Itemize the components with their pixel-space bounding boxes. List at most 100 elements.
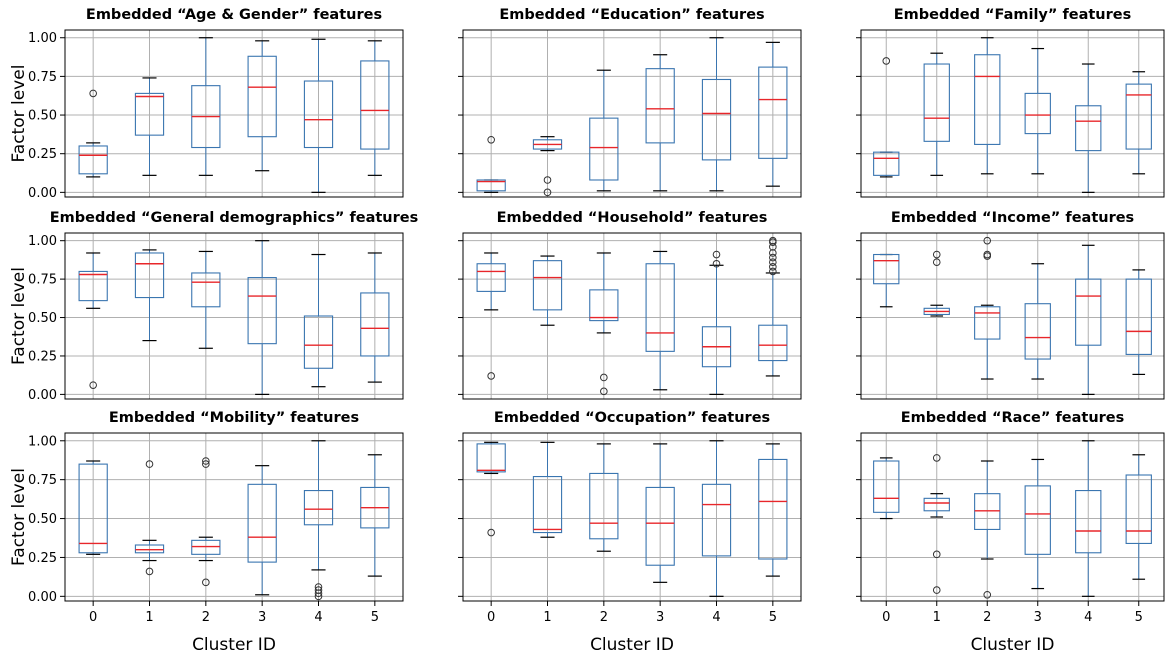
box-iqr [758, 324, 788, 362]
outlier-point [487, 372, 495, 380]
box-iqr [873, 151, 900, 176]
box-iqr [589, 117, 619, 181]
box-cluster-1 [532, 136, 563, 197]
box-iqr [134, 92, 165, 136]
x-tick-label: 2 [202, 610, 210, 625]
outlier-point [487, 135, 495, 144]
box-cluster-1 [134, 249, 165, 342]
box-iqr [645, 486, 675, 566]
panel-2: Embedded “Family” features [856, 7, 1165, 198]
y-tick-label: 0.75 [28, 473, 57, 488]
box-iqr [247, 55, 277, 138]
box-cluster-2 [974, 37, 1001, 175]
box-cluster-3 [1024, 458, 1051, 590]
x-tick-label: 1 [543, 610, 551, 625]
box-cluster-3 [247, 465, 277, 596]
box-iqr [1075, 490, 1102, 554]
axes-frame [64, 432, 404, 602]
box-iqr [78, 145, 108, 175]
y-axis-label: Factor level [9, 468, 29, 566]
x-tick-label: 4 [712, 610, 720, 625]
box-iqr [974, 306, 1001, 340]
box-iqr [303, 80, 334, 149]
axes-frame [462, 29, 802, 198]
box-iqr [360, 292, 390, 357]
outlier-point [932, 250, 941, 259]
axes-frame [860, 29, 1165, 198]
x-tick-label: 0 [487, 610, 495, 625]
y-tick-label: 0.25 [28, 551, 57, 566]
box-cluster-4 [303, 440, 334, 601]
outlier-point [202, 460, 210, 468]
box-cluster-2 [589, 252, 619, 396]
y-tick-label: 1.00 [28, 31, 57, 46]
box-cluster-2 [191, 457, 221, 587]
outlier-point [932, 258, 941, 267]
y-tick-label: 0.25 [28, 147, 57, 162]
box-cluster-2 [589, 443, 619, 552]
box-cluster-5 [758, 236, 788, 377]
box-cluster-3 [645, 443, 675, 583]
box-iqr [1024, 92, 1051, 135]
y-tick-label: 1.00 [28, 234, 57, 249]
panel-title: Embedded “Mobility” features [109, 410, 359, 426]
panel-3: Embedded “General demographics” features… [9, 210, 418, 403]
panel-1: Embedded “Education” features [458, 7, 802, 198]
box-iqr [589, 472, 619, 540]
y-tick-label: 0.75 [28, 70, 57, 85]
outlier-point [89, 381, 97, 389]
y-tick-label: 0.75 [28, 273, 57, 288]
outlier-point [314, 583, 323, 591]
box-cluster-0 [78, 460, 108, 555]
box-iqr [134, 544, 165, 554]
x-tick-label: 0 [89, 610, 97, 625]
box-cluster-0 [873, 57, 900, 178]
box-cluster-1 [134, 460, 165, 576]
y-tick-label: 0.00 [28, 590, 57, 605]
box-cluster-2 [589, 69, 619, 192]
box-iqr [701, 483, 732, 557]
y-tick-label: 1.00 [28, 434, 57, 449]
box-iqr [701, 78, 732, 161]
box-cluster-4 [701, 37, 732, 192]
outlier-point [600, 387, 608, 396]
panel-title: Embedded “Income” features [891, 210, 1134, 226]
box-iqr [476, 263, 506, 292]
outlier-point [145, 567, 154, 576]
box-cluster-5 [360, 40, 390, 176]
outlier-point [769, 236, 777, 245]
box-cluster-4 [1075, 440, 1102, 597]
panel-7: Embedded “Occupation” features 0 1 2 3 4 5 Clus… [458, 410, 802, 655]
box-cluster-1 [923, 454, 950, 594]
box-iqr [191, 539, 221, 555]
box-iqr [303, 490, 334, 526]
box-iqr [78, 463, 108, 554]
box-iqr [645, 263, 675, 352]
outlier-point [882, 57, 891, 65]
panel-title: Embedded “Household” features [497, 210, 768, 226]
x-tick-label: 4 [1084, 610, 1092, 625]
box-iqr [360, 60, 390, 150]
box-iqr [873, 253, 900, 285]
box-iqr [1024, 485, 1051, 555]
outlier-point [487, 528, 495, 537]
outlier-point [983, 250, 992, 259]
y-tick-label: 0.50 [28, 311, 57, 326]
outlier-point [769, 253, 777, 262]
box-iqr [1125, 278, 1152, 355]
box-iqr [645, 68, 675, 144]
x-tick-label: 2 [983, 610, 991, 625]
outlier-point [202, 457, 210, 465]
y-tick-label: 0.00 [28, 388, 57, 403]
y-tick-label: 0.50 [28, 109, 57, 124]
outlier-point [145, 460, 154, 468]
x-tick-label: 1 [145, 610, 153, 625]
axes-frame [64, 232, 404, 400]
box-cluster-5 [360, 252, 390, 383]
x-tick-label: 5 [371, 610, 379, 625]
box-iqr [247, 483, 277, 563]
box-cluster-4 [1075, 63, 1102, 193]
box-iqr [758, 458, 788, 560]
x-axis-label: Cluster ID [971, 635, 1055, 655]
